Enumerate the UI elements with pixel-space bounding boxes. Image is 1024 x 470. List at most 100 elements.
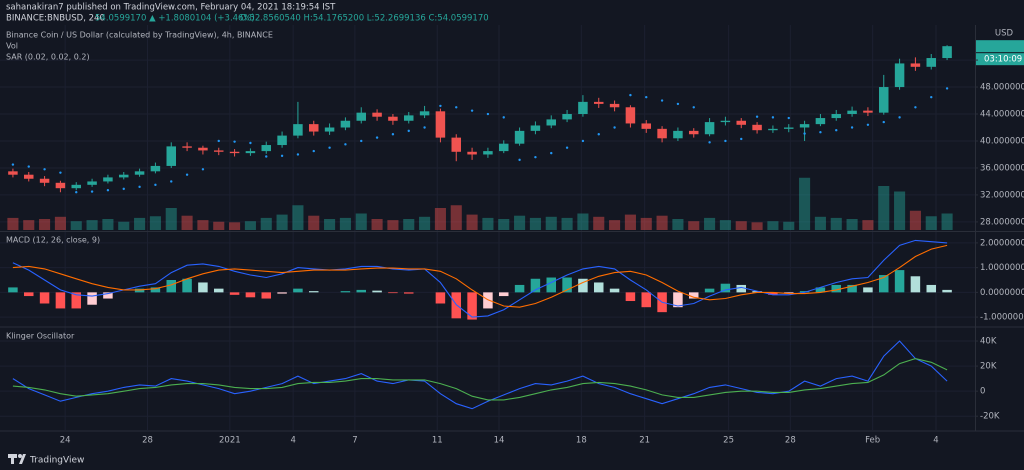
- sar-dot: [740, 137, 743, 141]
- volume-bar: [514, 215, 526, 230]
- pane-title: Binance Coin / US Dollar (calculated by …: [6, 31, 273, 40]
- sar-dot: [90, 190, 94, 193]
- volume-bar: [846, 219, 858, 230]
- volume-bar: [609, 220, 621, 230]
- volume-bar: [197, 220, 209, 230]
- footer-brand: TradingView: [29, 456, 84, 466]
- y-tick-label: 0.0000000: [980, 288, 1024, 298]
- volume-bar: [39, 219, 51, 230]
- volume-bar: [783, 221, 795, 230]
- sar-dot: [312, 149, 315, 153]
- volume-bar: [308, 215, 320, 230]
- histogram-bar: [863, 287, 873, 293]
- candle-body: [214, 150, 224, 152]
- x-tick-label: 28: [785, 436, 796, 446]
- volume-bar: [624, 214, 636, 230]
- histogram-bar: [942, 289, 952, 293]
- histogram-bar: [562, 277, 572, 293]
- sar-dot: [423, 126, 426, 129]
- candle-body: [293, 124, 303, 136]
- histogram-bar: [689, 292, 699, 299]
- volume-bar: [149, 216, 161, 230]
- sar-dot: [898, 116, 901, 119]
- histogram-bar: [182, 278, 192, 293]
- sar-dot: [249, 141, 252, 145]
- candle-body: [625, 107, 636, 124]
- volume-bar: [751, 222, 763, 230]
- volume-bar: [925, 216, 937, 230]
- y-tick-label: 40K: [980, 337, 997, 347]
- volume-bar: [23, 220, 35, 230]
- volume-bar: [688, 221, 700, 230]
- sar-dot: [122, 187, 125, 191]
- histogram-bar: [214, 288, 224, 293]
- sar-dot: [11, 163, 15, 166]
- sar-dot: [296, 153, 300, 156]
- sar-dot: [407, 129, 410, 133]
- histogram-bar: [784, 292, 794, 294]
- y-tick-label: 44.000000: [980, 110, 1024, 120]
- last-price-box: [976, 40, 1024, 53]
- y-tick-label: -20K: [980, 412, 1000, 422]
- sar-dot: [360, 139, 363, 143]
- grid-layer: [0, 25, 978, 430]
- histogram-bar: [39, 292, 50, 304]
- histogram-bar: [720, 283, 731, 293]
- x-tick-label: 7: [352, 436, 357, 446]
- volume-bar: [640, 217, 652, 230]
- sar-dot: [486, 112, 490, 116]
- histogram-bar: [910, 276, 921, 293]
- histogram-bar: [546, 277, 556, 293]
- candle-body: [182, 146, 192, 148]
- candle-body: [514, 130, 525, 144]
- sar-dot: [217, 139, 220, 143]
- sar-dot: [154, 183, 157, 187]
- sar-dot: [835, 128, 838, 132]
- x-tick-label: 11: [432, 436, 443, 446]
- candle-body: [451, 137, 461, 152]
- candle-body: [910, 63, 921, 67]
- sar-dot: [819, 131, 822, 134]
- countdown: 03:10:09: [984, 55, 1022, 65]
- histogram-bar: [261, 292, 271, 299]
- histogram-bar: [309, 291, 319, 293]
- sar-dot: [945, 87, 949, 90]
- histogram-bar: [483, 292, 493, 309]
- volume-bar: [229, 222, 241, 230]
- histogram-bar: [435, 292, 446, 304]
- sar-dot: [138, 185, 141, 189]
- x-tick-label: 2021: [219, 436, 241, 446]
- histogram-bar: [87, 292, 97, 305]
- histogram-bar: [831, 284, 841, 293]
- sar-dot: [170, 180, 173, 183]
- candle-body: [134, 171, 145, 175]
- sar-dot: [265, 155, 268, 158]
- candle-body: [562, 114, 572, 120]
- volume-bar: [656, 215, 668, 230]
- histogram-bar: [293, 288, 303, 293]
- x-tick-label: 28: [142, 436, 153, 446]
- candle-body: [815, 118, 826, 125]
- sar-dot: [803, 132, 806, 135]
- candle-body: [847, 110, 857, 115]
- candle-body: [467, 151, 477, 155]
- y-tick-label: 2.0000000: [980, 238, 1024, 248]
- histogram-bar: [134, 288, 145, 293]
- y-tick-label: 32.000000: [980, 190, 1024, 200]
- volume-bar: [878, 186, 890, 230]
- histogram-bar: [467, 292, 477, 320]
- candle-body: [641, 123, 651, 129]
- volume-bar: [403, 219, 415, 230]
- x-tick-label: 24: [60, 436, 71, 446]
- candle-body: [24, 174, 34, 179]
- sar-dot: [787, 116, 790, 120]
- sar-dot: [613, 126, 616, 129]
- candle-body: [879, 87, 889, 113]
- histogram-bar: [356, 289, 366, 293]
- y-tick-label: 28.000000: [980, 217, 1024, 227]
- footer-logo: [8, 454, 26, 464]
- volume-bar: [276, 214, 288, 230]
- histogram-bar: [926, 284, 936, 293]
- sar-dot: [518, 158, 521, 162]
- histogram-bar: [704, 288, 715, 293]
